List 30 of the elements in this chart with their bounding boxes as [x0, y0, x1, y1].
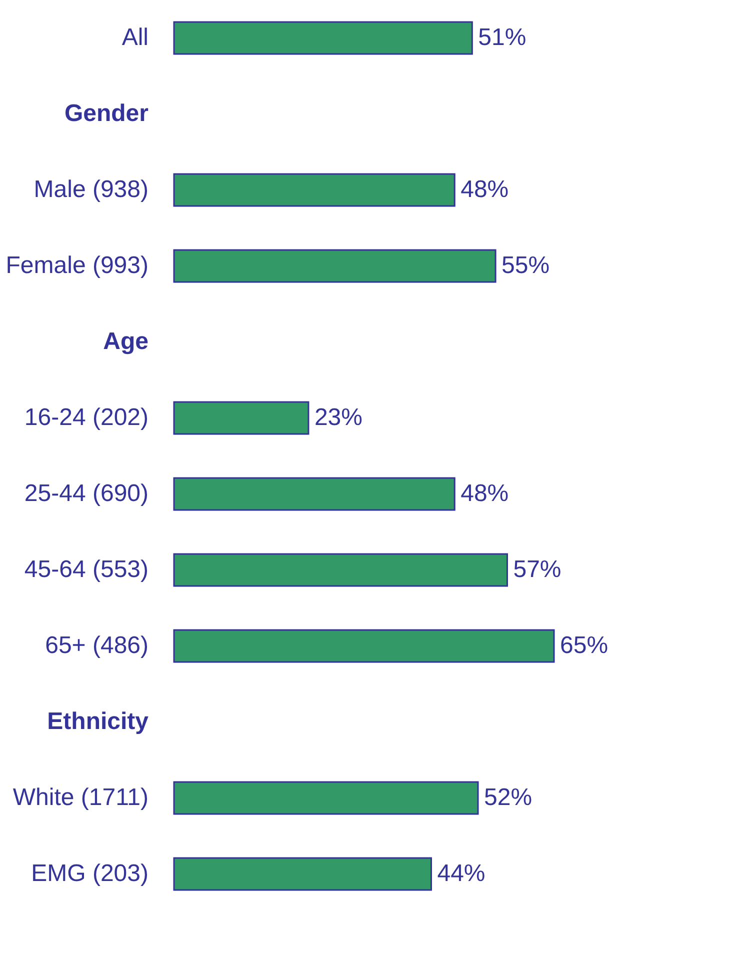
y-tick-label: All — [122, 24, 148, 51]
data-label: 65% — [560, 632, 608, 659]
bar — [173, 401, 310, 435]
y-tick-label: 65+ (486) — [45, 632, 148, 659]
data-label: 23% — [314, 404, 363, 431]
data-label: 48% — [460, 176, 509, 203]
y-tick-label: 16-24 (202) — [24, 404, 148, 431]
bar — [173, 477, 456, 511]
y-tick-label: 45-64 (553) — [24, 556, 148, 583]
y-tick-label: White (1711) — [12, 784, 148, 811]
data-label: 51% — [478, 24, 526, 51]
data-label: 44% — [437, 860, 486, 887]
bar — [173, 553, 508, 587]
data-label: 55% — [502, 252, 550, 279]
y-tick-label: 25-44 (690) — [24, 480, 148, 507]
data-label: 57% — [513, 556, 562, 583]
data-label: 52% — [484, 784, 532, 811]
bar — [173, 629, 555, 663]
y-tick-label: Gender — [64, 100, 148, 127]
bar — [173, 21, 473, 55]
data-label: 48% — [460, 480, 509, 507]
y-tick-label: Female (993) — [6, 252, 148, 279]
y-tick-label: Male (938) — [34, 176, 148, 203]
bar — [173, 249, 496, 283]
bar — [173, 857, 432, 891]
bar — [173, 173, 456, 207]
y-tick-label: Ethnicity — [47, 708, 150, 735]
bar — [173, 781, 479, 815]
y-tick-label: Age — [103, 328, 148, 355]
y-tick-label: EMG (203) — [31, 860, 148, 887]
